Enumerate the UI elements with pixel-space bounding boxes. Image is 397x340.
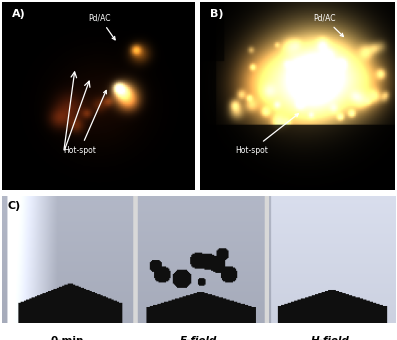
Text: Pd/AC: Pd/AC bbox=[89, 14, 115, 40]
Text: Hot-spot: Hot-spot bbox=[235, 114, 299, 155]
Text: C): C) bbox=[8, 201, 21, 210]
Text: A): A) bbox=[12, 9, 25, 19]
Text: Pd/AC: Pd/AC bbox=[313, 14, 343, 36]
Text: 0-min: 0-min bbox=[50, 336, 83, 340]
Text: B): B) bbox=[210, 9, 224, 19]
Text: H-field: H-field bbox=[311, 336, 349, 340]
Text: Hot-spot: Hot-spot bbox=[64, 90, 106, 155]
Text: E-field: E-field bbox=[180, 336, 217, 340]
